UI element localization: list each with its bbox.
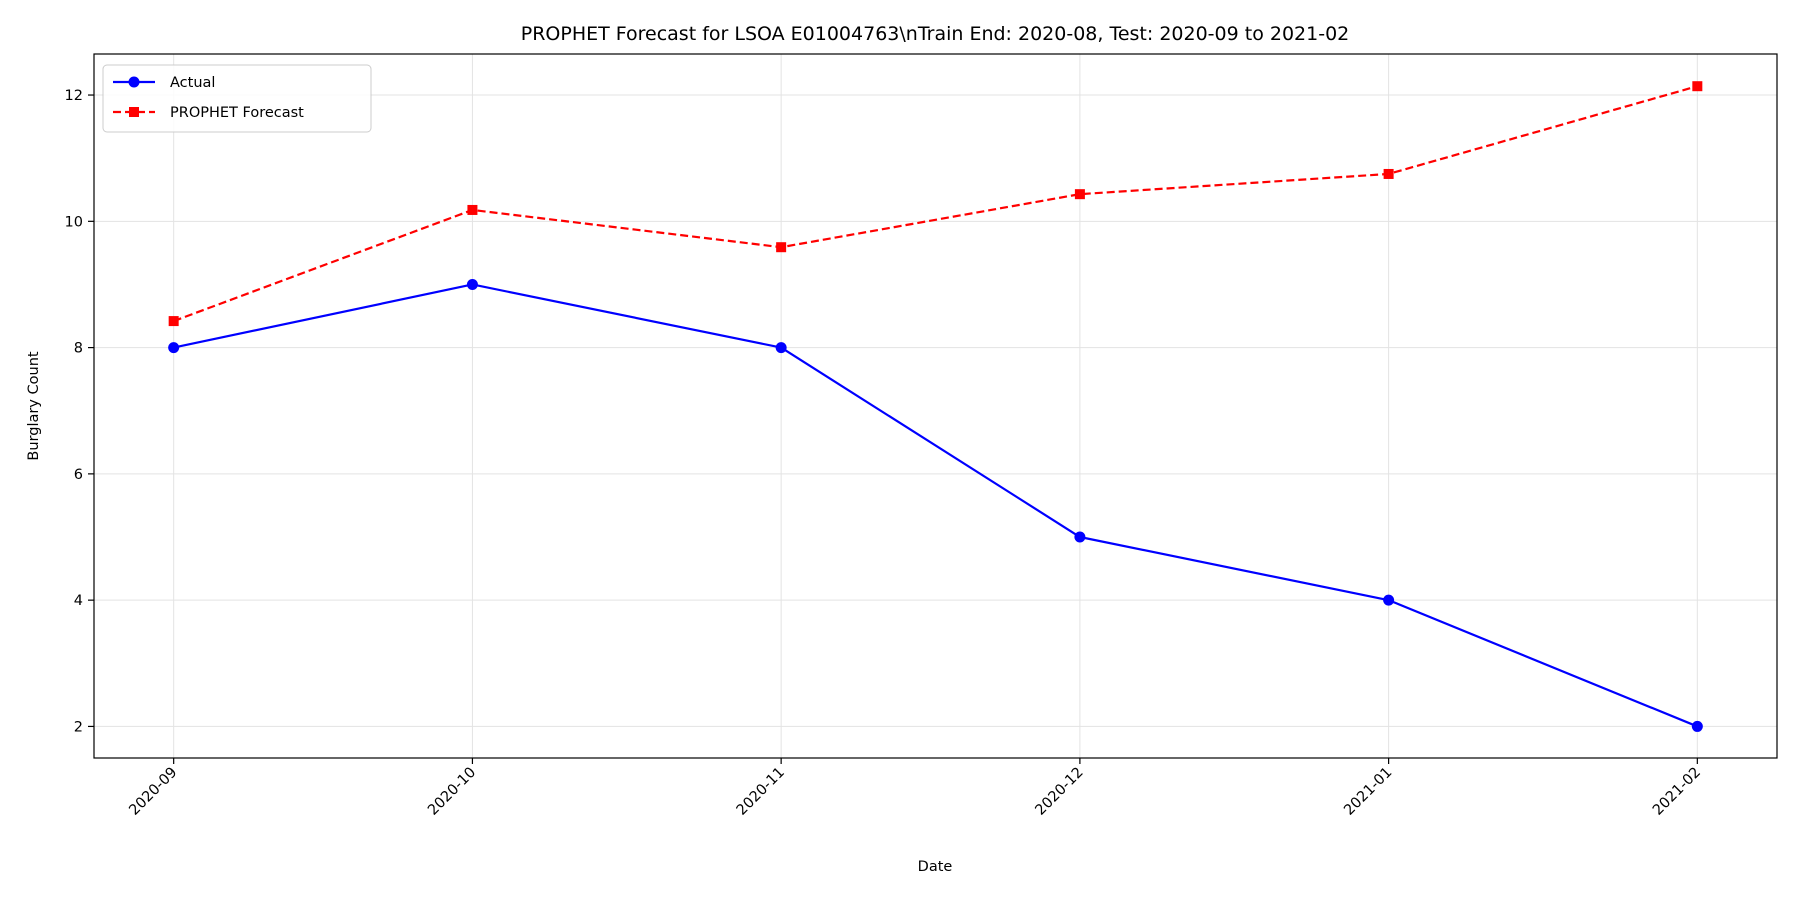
x-tick-label: 2020-12 <box>1033 765 1087 819</box>
legend-box <box>102 64 372 133</box>
series-line <box>173 85 1698 323</box>
x-tick-label: 2021-02 <box>1650 765 1704 819</box>
data-point <box>1383 168 1394 179</box>
data-point <box>467 204 478 215</box>
data-point <box>1383 594 1395 606</box>
y-tick-label: 2 <box>74 719 83 735</box>
chart-title: PROPHET Forecast for LSOA E01004763\nTra… <box>521 23 1350 45</box>
x-tick-label: 2021-01 <box>1341 765 1395 819</box>
grid-lines <box>94 54 1777 758</box>
series-actual <box>168 278 1703 732</box>
legend-label: Actual <box>170 75 215 91</box>
data-point <box>1074 531 1086 543</box>
data-point <box>1691 720 1703 732</box>
legend-marker <box>128 76 140 88</box>
axis-ticks: 2 4 6 8 10 12 2020-09 2020-10 2020-11 2020-12 2021… <box>65 88 1705 819</box>
y-tick-label: 6 <box>74 467 83 483</box>
y-tick-label: 10 <box>65 214 83 230</box>
series-layer <box>168 81 1703 732</box>
data-point <box>1074 189 1085 200</box>
y-tick-label: 4 <box>74 593 83 609</box>
data-point <box>168 316 179 327</box>
x-tick-label: 2020-10 <box>425 765 479 819</box>
x-tick-label: 2020-11 <box>734 765 788 819</box>
y-tick-label: 8 <box>74 341 83 357</box>
data-point <box>466 278 478 290</box>
data-point <box>775 342 787 354</box>
data-point <box>168 342 180 354</box>
series-line <box>173 283 1698 728</box>
y-axis-label: Burglary Count <box>26 351 42 460</box>
x-tick-label: 2020-09 <box>126 765 180 819</box>
plot-area-frame <box>93 53 1778 759</box>
data-point <box>1692 81 1703 92</box>
legend: Actual PROPHET Forecast <box>102 64 372 133</box>
x-axis-label: Date <box>918 859 953 875</box>
legend-label: PROPHET Forecast <box>170 105 304 121</box>
data-point <box>776 242 787 253</box>
legend-entry: PROPHET Forecast <box>113 105 304 121</box>
series-forecast <box>168 81 1703 327</box>
legend-entry: Actual <box>113 75 215 91</box>
legend-marker <box>129 107 139 117</box>
y-tick-label: 12 <box>65 88 83 104</box>
